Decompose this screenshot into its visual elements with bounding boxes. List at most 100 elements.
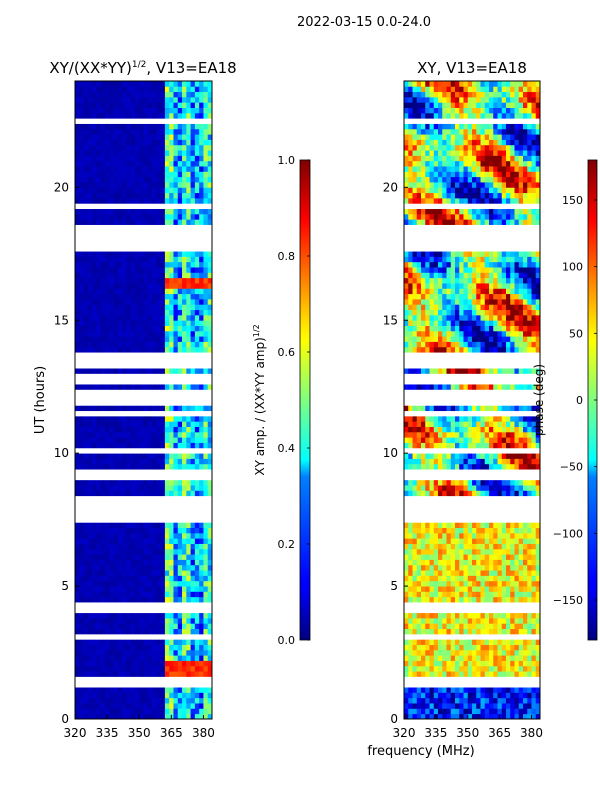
heatmap-cell bbox=[83, 166, 89, 172]
heatmap-cell bbox=[177, 400, 183, 406]
heatmap-cell bbox=[87, 155, 93, 162]
heatmap-cell bbox=[514, 713, 520, 719]
heatmap-cell bbox=[75, 203, 80, 209]
heatmap-cell bbox=[467, 575, 473, 582]
heatmap-cell bbox=[412, 708, 418, 715]
heatmap-cell bbox=[96, 176, 102, 183]
heatmap-cell bbox=[152, 501, 157, 507]
heatmap-cell bbox=[109, 251, 114, 257]
heatmap-cell bbox=[143, 607, 149, 614]
heatmap-cell bbox=[182, 548, 187, 555]
heatmap-cell bbox=[156, 144, 162, 151]
heatmap-cell bbox=[207, 320, 212, 326]
heatmap-cell bbox=[169, 532, 174, 539]
heatmap-cell bbox=[518, 532, 524, 539]
heatmap-cell bbox=[134, 527, 140, 534]
heatmap-cell bbox=[203, 469, 209, 475]
heatmap-cell bbox=[117, 469, 123, 475]
heatmap-cell bbox=[433, 639, 439, 645]
heatmap-cell bbox=[190, 288, 196, 295]
heatmap-cell bbox=[104, 575, 110, 582]
heatmap-cell bbox=[484, 708, 490, 715]
heatmap-cell bbox=[109, 197, 114, 204]
heatmap-cell bbox=[126, 389, 132, 396]
heatmap-cell bbox=[143, 208, 149, 215]
heatmap-cell bbox=[207, 479, 212, 486]
heatmap-cell bbox=[143, 479, 149, 486]
heatmap-cell bbox=[109, 389, 114, 396]
heatmap-cell bbox=[164, 580, 170, 587]
heatmap-cell bbox=[87, 479, 93, 486]
heatmap-cell bbox=[203, 256, 209, 263]
heatmap-cell bbox=[450, 617, 456, 624]
heatmap-cell bbox=[412, 532, 418, 539]
heatmap-cell bbox=[113, 208, 119, 215]
heatmap-cell bbox=[152, 463, 157, 470]
heatmap-cell bbox=[421, 586, 426, 592]
heatmap-cell bbox=[169, 591, 174, 598]
heatmap-cell bbox=[421, 639, 426, 645]
heatmap-cell bbox=[173, 213, 179, 220]
heatmap-cell bbox=[139, 298, 144, 305]
heatmap-cell bbox=[134, 176, 140, 183]
heatmap-cell bbox=[117, 442, 123, 449]
heatmap-cell bbox=[501, 676, 507, 683]
heatmap-cell bbox=[501, 580, 507, 587]
heatmap-cell bbox=[450, 612, 456, 619]
heatmap-cell bbox=[139, 336, 144, 342]
heatmap-cell bbox=[467, 596, 473, 603]
heatmap-cell bbox=[160, 384, 166, 390]
heatmap-cell bbox=[100, 575, 106, 582]
heatmap-cell bbox=[152, 405, 157, 412]
heatmap-cell bbox=[450, 633, 456, 640]
heatmap-cell bbox=[535, 575, 540, 582]
heatmap-cell bbox=[122, 447, 127, 454]
heatmap-cell bbox=[79, 229, 84, 236]
heatmap-cell bbox=[169, 224, 174, 231]
heatmap-cell bbox=[109, 453, 114, 459]
heatmap-cell bbox=[139, 660, 144, 667]
heatmap-cell bbox=[190, 607, 196, 614]
heatmap-cell bbox=[429, 596, 435, 603]
heatmap-cell bbox=[79, 283, 84, 289]
heatmap-cell bbox=[535, 681, 540, 688]
heatmap-cell bbox=[134, 166, 140, 172]
heatmap-cell bbox=[177, 293, 183, 300]
heatmap-cell bbox=[92, 86, 97, 93]
heatmap-cell bbox=[92, 267, 97, 273]
heatmap-cell bbox=[493, 543, 498, 550]
heatmap-cell bbox=[143, 336, 149, 342]
heatmap-cell bbox=[104, 139, 110, 146]
heatmap-cell bbox=[190, 697, 196, 704]
heatmap-cell bbox=[203, 314, 209, 321]
heatmap-cell bbox=[122, 506, 127, 513]
heatmap-cell bbox=[87, 320, 93, 326]
heatmap-cell bbox=[79, 304, 84, 311]
heatmap-cell bbox=[152, 336, 157, 342]
heatmap-cell bbox=[143, 378, 149, 385]
heatmap-cell bbox=[75, 559, 80, 566]
heatmap-cell bbox=[100, 91, 106, 98]
heatmap-cell bbox=[152, 245, 157, 252]
heatmap-cell bbox=[160, 602, 166, 608]
heatmap-cell bbox=[177, 187, 183, 194]
heatmap-cell bbox=[527, 671, 532, 677]
heatmap-cell bbox=[190, 485, 196, 491]
heatmap-cell bbox=[147, 362, 153, 369]
heatmap-cell bbox=[199, 655, 204, 661]
heatmap-cell bbox=[177, 538, 183, 544]
heatmap-cell bbox=[79, 362, 84, 369]
heatmap-cell bbox=[152, 160, 157, 167]
heatmap-cell bbox=[87, 586, 93, 592]
heatmap-cell bbox=[173, 272, 179, 279]
heatmap-cell bbox=[173, 341, 179, 348]
heatmap-cell bbox=[152, 171, 157, 178]
heatmap-cell bbox=[476, 676, 481, 683]
heatmap-cell bbox=[139, 213, 144, 220]
heatmap-cell bbox=[152, 229, 157, 236]
heatmap-cell bbox=[467, 697, 473, 704]
heatmap-cell bbox=[113, 447, 119, 454]
heatmap-cell bbox=[416, 559, 422, 566]
heatmap-cell bbox=[173, 400, 179, 406]
heatmap-cell bbox=[186, 102, 191, 108]
